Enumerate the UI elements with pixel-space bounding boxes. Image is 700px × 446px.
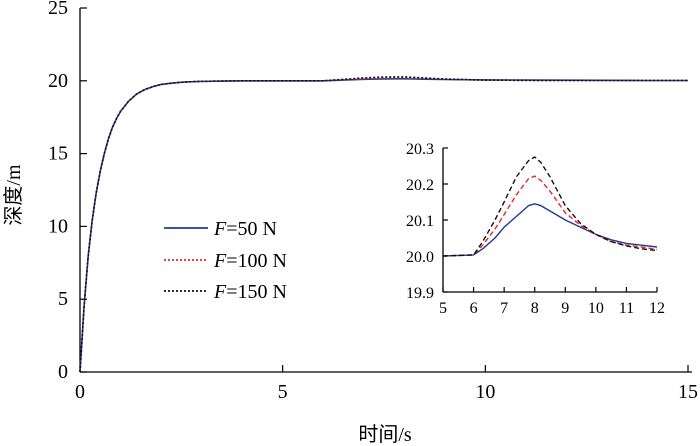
main-x-tick-label: 15 xyxy=(678,381,698,403)
inset-x-tick-label: 6 xyxy=(470,300,478,317)
main-y-tick-label: 5 xyxy=(58,288,68,310)
inset-x-tick-label: 7 xyxy=(500,300,508,317)
legend-label-f150: F=150 N xyxy=(213,281,287,303)
legend: F=50 N F=100 N F=150 N xyxy=(164,218,287,303)
main-series-line-3 xyxy=(79,76,688,373)
main-y-tick-label: 0 xyxy=(58,361,68,383)
main-y-tick-label: 25 xyxy=(48,0,68,19)
main-y-axis-label: 深度/m xyxy=(2,164,25,226)
inset-y-tick-label: 20.3 xyxy=(406,141,434,158)
main-x-axis-label: 时间/s xyxy=(358,423,412,446)
inset-x-tick-label: 10 xyxy=(588,300,604,317)
inset-series-line-3 xyxy=(442,156,658,257)
legend-var-f150: F xyxy=(213,281,227,303)
main-x-tick-label: 10 xyxy=(475,381,495,403)
legend-value-f150: =150 N xyxy=(226,281,287,303)
legend-value-f100: =100 N xyxy=(226,250,287,272)
inset-x-tick-label: 9 xyxy=(561,300,569,317)
inset-y-tick-label: 20.2 xyxy=(406,177,434,194)
inset-chart: 5 6 7 8 9 10 11 12 19.9 20.0 20.1 20.2 20.3 xyxy=(406,141,665,317)
inset-x-tick-label: 12 xyxy=(649,300,665,317)
inset-background xyxy=(443,148,657,292)
inset-series-line-1 xyxy=(442,203,658,257)
inset-y-tick-label: 20.0 xyxy=(406,249,434,266)
main-y-tick-label: 10 xyxy=(48,215,68,237)
inset-x-tick-label: 8 xyxy=(531,300,539,317)
inset-x-tick-label: 11 xyxy=(619,300,634,317)
inset-y-tick-label: 20.1 xyxy=(406,213,434,230)
main-x-tick-label: 0 xyxy=(75,381,85,403)
main-x-tick-label: 5 xyxy=(278,381,288,403)
inset-ticks: 5 6 7 8 9 10 11 12 19.9 20.0 20.1 20.2 20.3 xyxy=(406,141,665,317)
inset-series-lines xyxy=(442,156,658,257)
inset-x-tick-label: 5 xyxy=(439,300,447,317)
legend-value-f50: =50 N xyxy=(226,218,277,240)
inset-series-line-2 xyxy=(442,175,658,257)
legend-var-f50: F xyxy=(213,218,227,240)
inset-y-tick-label: 19.9 xyxy=(406,285,434,302)
legend-label-f50: F=50 N xyxy=(213,218,277,240)
main-y-tick-label: 15 xyxy=(48,143,68,165)
main-ticks: 0 5 10 15 0 5 10 15 20 25 xyxy=(48,0,698,403)
main-y-tick-label: 20 xyxy=(48,70,68,92)
main-series-lines xyxy=(79,76,688,373)
legend-label-f100: F=100 N xyxy=(213,250,287,272)
legend-var-f100: F xyxy=(213,250,227,272)
